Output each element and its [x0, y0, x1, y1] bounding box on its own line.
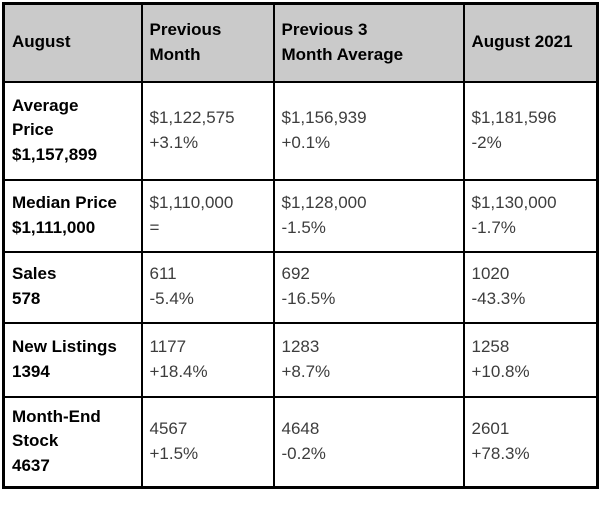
metric-label: Median Price	[12, 192, 117, 212]
cell-value: 1177	[149, 336, 187, 356]
cell-change: +3.1%	[149, 132, 199, 152]
table-row-median-price: Median Price $1,111,000 $1,110,000 = $1,…	[2, 178, 599, 253]
data-cell: 692 -16.5%	[272, 250, 465, 324]
cell-change: -43.3%	[471, 289, 526, 308]
cell-value: 4648	[281, 419, 320, 439]
cell-value: 2601	[471, 419, 510, 439]
data-cell: $1,128,000 -1.5%	[272, 178, 465, 253]
cell-value: 611	[149, 264, 177, 284]
metric-label: Sales	[12, 264, 57, 284]
data-cell: 1258 +10.8%	[462, 321, 599, 398]
metric-current-value: $1,157,899	[12, 144, 98, 164]
row-label-cell: New Listings 1394	[2, 321, 143, 398]
cell-change: -1.7%	[471, 217, 516, 237]
market-summary-table: August Previous Month Previous 3 Month A…	[2, 2, 599, 489]
cell-value: $1,156,939	[281, 107, 367, 127]
data-cell: $1,130,000 -1.7%	[462, 178, 599, 253]
row-label-cell: Median Price $1,111,000	[2, 178, 143, 253]
metric-label: New Listings	[12, 336, 117, 356]
table-row-average-price: Average Price $1,157,899 $1,122,575 +3.1…	[2, 80, 599, 181]
header-row: August Previous Month Previous 3 Month A…	[2, 2, 599, 83]
cell-change: +0.1%	[281, 132, 331, 152]
cell-change: -0.2%	[281, 443, 326, 463]
cell-change: +10.8%	[471, 361, 530, 381]
table-row-sales: Sales 578 611 -5.4% 692 -16.5% 1020 -43.…	[2, 250, 599, 324]
table-row-new-listings: New Listings 1394 1177 +18.4% 1283 +8.7%…	[2, 321, 599, 398]
cell-change: -2%	[471, 132, 502, 152]
column-header-august-2021: August 2021	[462, 2, 599, 83]
data-cell: 611 -5.4%	[140, 250, 275, 324]
data-cell: $1,181,596 -2%	[462, 80, 599, 181]
cell-value: $1,130,000	[471, 192, 557, 212]
cell-value: $1,181,596	[471, 107, 557, 127]
column-header-month: August	[2, 2, 143, 83]
metric-current-value: 578	[12, 289, 41, 308]
cell-value: 1020	[471, 264, 510, 284]
cell-value: 1283	[281, 336, 320, 356]
column-header-previous-3-month-average: Previous 3 Month Average	[272, 2, 465, 83]
data-cell: 1020 -43.3%	[462, 250, 599, 324]
column-header-previous-month: Previous Month	[140, 2, 275, 83]
metric-label: Average Price	[12, 95, 79, 140]
cell-value: 1258	[471, 336, 510, 356]
metric-current-value: 4637	[12, 456, 50, 476]
cell-change: =	[149, 217, 160, 237]
data-cell: 1177 +18.4%	[140, 321, 275, 398]
data-cell: 4567 +1.5%	[140, 395, 275, 489]
data-cell: 4648 -0.2%	[272, 395, 465, 489]
cell-change: +1.5%	[149, 443, 199, 463]
table-row-month-end-stock: Month-End Stock 4637 4567 +1.5% 4648 -0.…	[2, 395, 599, 489]
cell-value: 692	[281, 264, 310, 284]
cell-value: $1,122,575	[149, 107, 235, 127]
data-cell: $1,156,939 +0.1%	[272, 80, 465, 181]
cell-change: -1.5%	[281, 217, 326, 237]
data-cell: 1283 +8.7%	[272, 321, 465, 398]
row-label-cell: Sales 578	[2, 250, 143, 324]
row-label-cell: Month-End Stock 4637	[2, 395, 143, 489]
cell-value: $1,128,000	[281, 192, 367, 212]
cell-value: 4567	[149, 419, 188, 439]
cell-change: -5.4%	[149, 289, 194, 308]
cell-change: +8.7%	[281, 361, 331, 381]
metric-current-value: $1,111,000	[12, 217, 96, 237]
data-cell: $1,122,575 +3.1%	[140, 80, 275, 181]
cell-change: -16.5%	[281, 289, 336, 308]
row-label-cell: Average Price $1,157,899	[2, 80, 143, 181]
metric-label: Month-End Stock	[12, 406, 101, 451]
cell-value: $1,110,000	[149, 192, 234, 212]
data-cell: 2601 +78.3%	[462, 395, 599, 489]
data-cell: $1,110,000 =	[140, 178, 275, 253]
cell-change: +78.3%	[471, 443, 530, 463]
cell-change: +18.4%	[149, 361, 208, 381]
metric-current-value: 1394	[12, 361, 50, 381]
